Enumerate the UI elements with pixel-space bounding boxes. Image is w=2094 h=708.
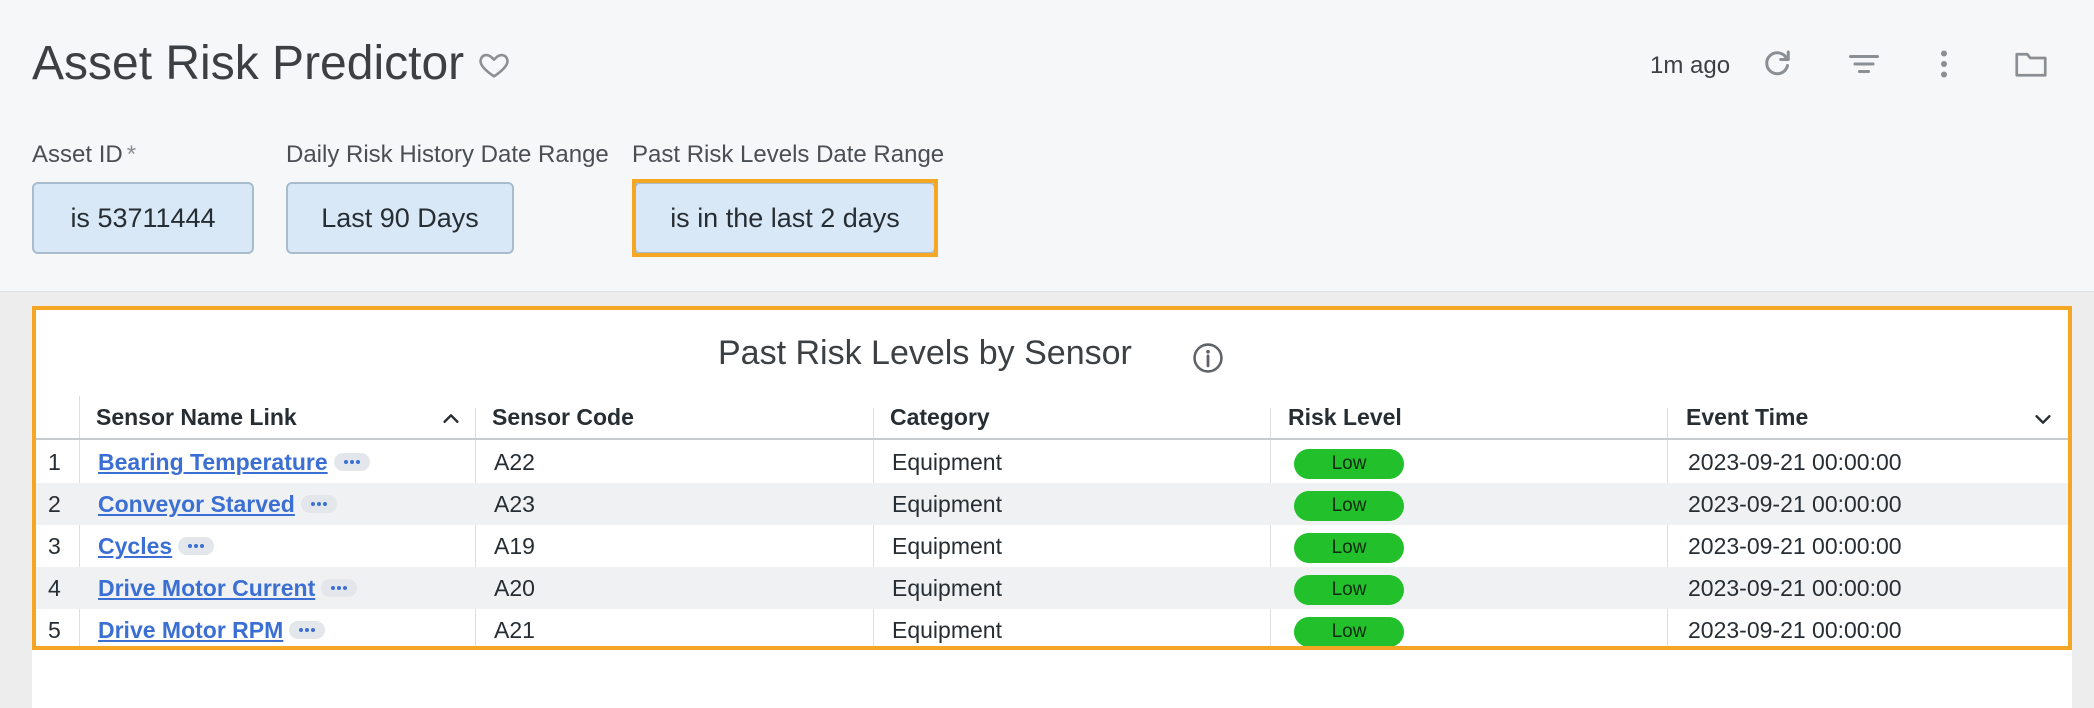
- refresh-icon[interactable]: [1759, 46, 1795, 82]
- sensor-name-link[interactable]: Drive Motor Current: [98, 575, 316, 601]
- past-risk-range-filter-button[interactable]: is in the last 2 days: [634, 182, 936, 254]
- filter-label-asset-id: Asset ID *: [32, 141, 137, 168]
- dashboard-title: Asset Risk Predictor: [32, 37, 465, 90]
- event-time-cell: 2023-09-21 00:00:00: [1688, 617, 1902, 643]
- sensor-code-cell: A19: [494, 533, 535, 559]
- column-header-category[interactable]: Category: [890, 404, 990, 430]
- table-row: 3 Cycles A19 Equipment Low 2023-09-21 00…: [36, 525, 2068, 567]
- sensor-name-link[interactable]: Drive Motor RPM: [98, 617, 284, 643]
- table-row: 2 Conveyor Starved A23 Equipment Low 202…: [36, 483, 2068, 525]
- event-time-cell: 2023-09-21 00:00:00: [1688, 449, 1902, 475]
- filter-label-past-risk-range: Past Risk Levels Date Range: [632, 141, 945, 168]
- sensor-name-link[interactable]: Cycles: [98, 533, 173, 559]
- sensor-name-cell: Cycles: [98, 525, 215, 567]
- column-divider: [1667, 408, 1668, 646]
- chevron-down-icon[interactable]: [2032, 408, 2054, 430]
- category-cell: Equipment: [892, 575, 1002, 601]
- table-row: 1 Bearing Temperature A22 Equipment Low …: [36, 441, 2068, 483]
- risk-level-badge: Low: [1294, 449, 1404, 479]
- risk-level-badge: Low: [1294, 575, 1404, 605]
- column-header-sensor-name[interactable]: Sensor Name Link: [96, 404, 297, 430]
- event-time-cell: 2023-09-21 00:00:00: [1688, 491, 1902, 517]
- sensor-name-cell: Bearing Temperature: [98, 441, 370, 483]
- daily-risk-range-filter-button[interactable]: Last 90 Days: [286, 182, 514, 254]
- sensor-name-cell: Conveyor Starved: [98, 483, 337, 525]
- event-time-cell: 2023-09-21 00:00:00: [1688, 575, 1902, 601]
- table-row: 5 Drive Motor RPM A21 Equipment Low 2023…: [36, 609, 2068, 646]
- event-time-cell: 2023-09-21 00:00:00: [1688, 533, 1902, 559]
- more-options-icon[interactable]: [289, 620, 326, 639]
- more-options-icon[interactable]: [321, 578, 358, 597]
- row-index: 3: [48, 533, 61, 559]
- row-index: 1: [48, 449, 61, 475]
- more-options-icon[interactable]: [333, 452, 370, 471]
- row-index: 2: [48, 491, 61, 517]
- sensor-name-link[interactable]: Bearing Temperature: [98, 449, 328, 475]
- column-header-sensor-code[interactable]: Sensor Code: [492, 404, 634, 430]
- more-vert-icon[interactable]: [1926, 46, 1962, 82]
- folder-icon[interactable]: [2013, 46, 2049, 82]
- sensor-name-cell: Drive Motor RPM: [98, 609, 326, 646]
- panel-title: Past Risk Levels by Sensor: [718, 334, 1132, 372]
- column-header-risk-level[interactable]: Risk Level: [1288, 404, 1402, 430]
- sensor-code-cell: A22: [494, 449, 535, 475]
- sort-ascending-icon[interactable]: [440, 408, 462, 430]
- sensor-code-cell: A23: [494, 491, 535, 517]
- category-cell: Equipment: [892, 491, 1002, 517]
- risk-level-badge: Low: [1294, 617, 1404, 646]
- info-icon[interactable]: [1191, 341, 1225, 375]
- more-options-icon[interactable]: [178, 536, 215, 555]
- category-cell: Equipment: [892, 449, 1002, 475]
- risk-level-badge: Low: [1294, 533, 1404, 563]
- column-header-event-time[interactable]: Event Time: [1686, 404, 1809, 430]
- heart-icon[interactable]: [477, 48, 511, 82]
- category-cell: Equipment: [892, 533, 1002, 559]
- filter-icon[interactable]: [1846, 46, 1882, 82]
- sensor-code-cell: A21: [494, 617, 535, 643]
- table-header-divider: [36, 438, 2068, 440]
- filter-label-daily-risk-range: Daily Risk History Date Range: [286, 141, 609, 168]
- column-divider: [475, 408, 476, 646]
- risk-level-badge: Low: [1294, 491, 1404, 521]
- last-updated-text: 1m ago: [1650, 52, 1731, 79]
- sensor-name-link[interactable]: Conveyor Starved: [98, 491, 295, 517]
- column-divider: [873, 408, 874, 646]
- category-cell: Equipment: [892, 617, 1002, 643]
- table-row: 4 Drive Motor Current A20 Equipment Low …: [36, 567, 2068, 609]
- sensor-name-cell: Drive Motor Current: [98, 567, 358, 609]
- more-options-icon[interactable]: [300, 494, 337, 513]
- column-divider: [1270, 408, 1271, 646]
- row-index: 4: [48, 575, 61, 601]
- sensor-code-cell: A20: [494, 575, 535, 601]
- asset-id-filter-button[interactable]: is 53711444: [32, 182, 254, 254]
- dashboard-header: Asset Risk Predictor 1m ago Asset ID * is…: [0, 0, 2094, 292]
- row-index: 5: [48, 617, 61, 643]
